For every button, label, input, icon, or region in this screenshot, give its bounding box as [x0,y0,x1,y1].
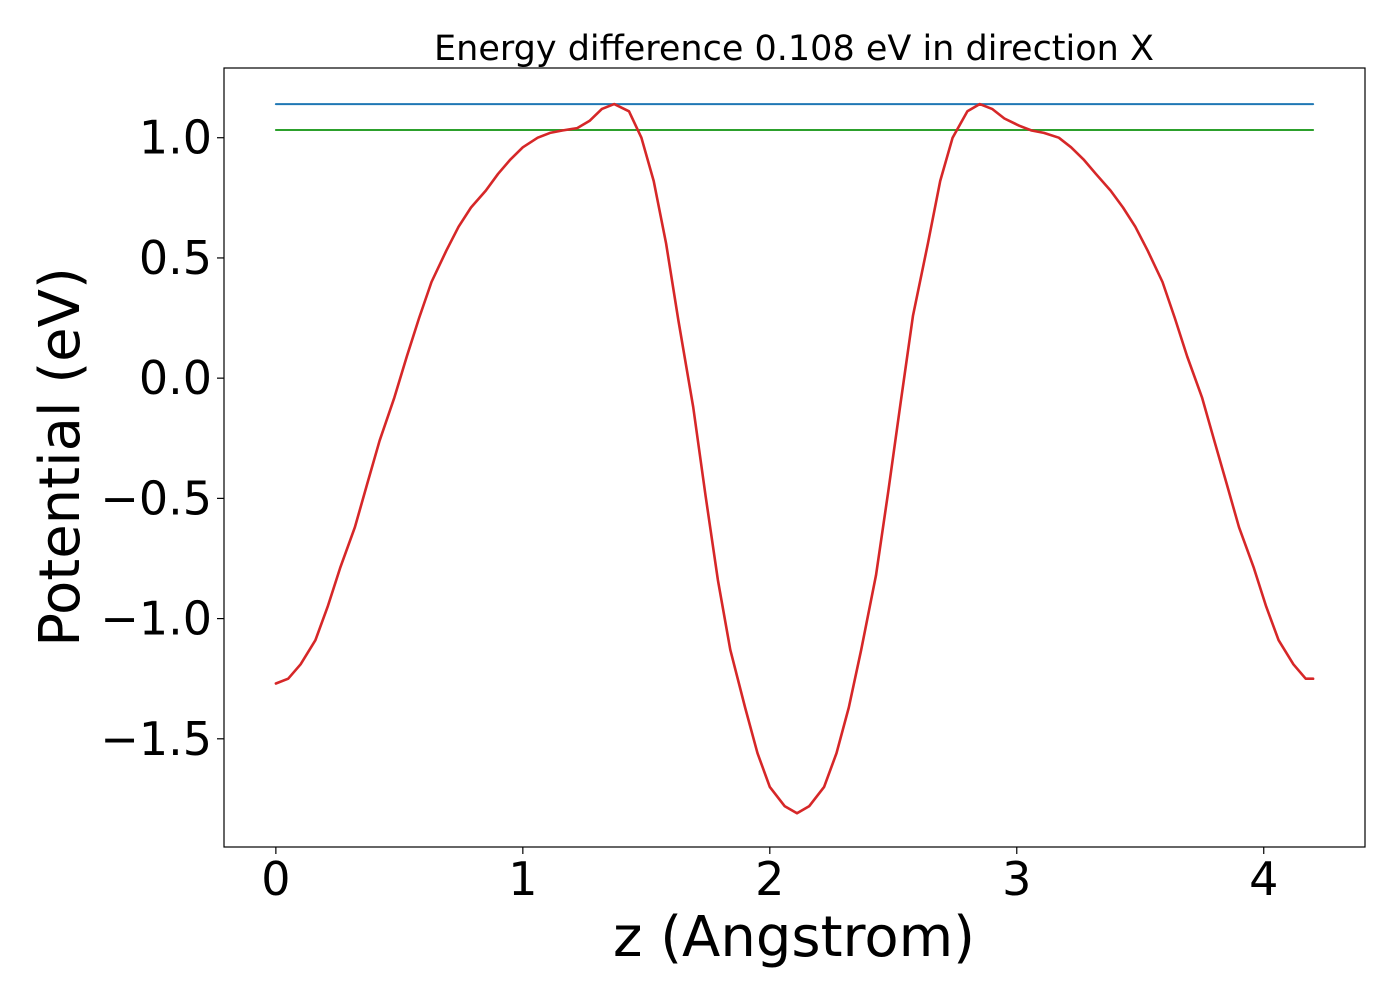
x-tick-label: 4 [1249,852,1278,906]
y-axis-label: Potential (eV) [28,267,93,647]
plot-area [223,67,1366,848]
y-axis: −1.5 −1.0 −0.5 0.0 0.5 1.0 [100,111,224,766]
x-tick-label: 3 [1002,852,1031,906]
x-tick-label: 0 [261,852,290,906]
x-tick-label: 1 [508,852,537,906]
series-layer [274,102,1315,815]
potential-curve [274,102,1315,815]
chart-title: Energy difference 0.108 eV in direction … [434,29,1154,69]
y-tick-label: −1.0 [100,592,212,646]
y-tick-label: 1.0 [139,111,212,165]
y-tick-label: 0.5 [139,231,212,285]
plot-frame [223,67,1366,848]
plot-background [224,68,1365,847]
y-tick-label: 0.0 [139,351,212,405]
x-axis-label: z (Angstrom) [613,905,975,970]
y-tick-label: −0.5 [100,471,212,525]
y-tick-label: −1.5 [100,712,212,766]
x-tick-label: 2 [755,852,784,906]
x-axis: 0 1 2 3 4 [261,847,1278,906]
